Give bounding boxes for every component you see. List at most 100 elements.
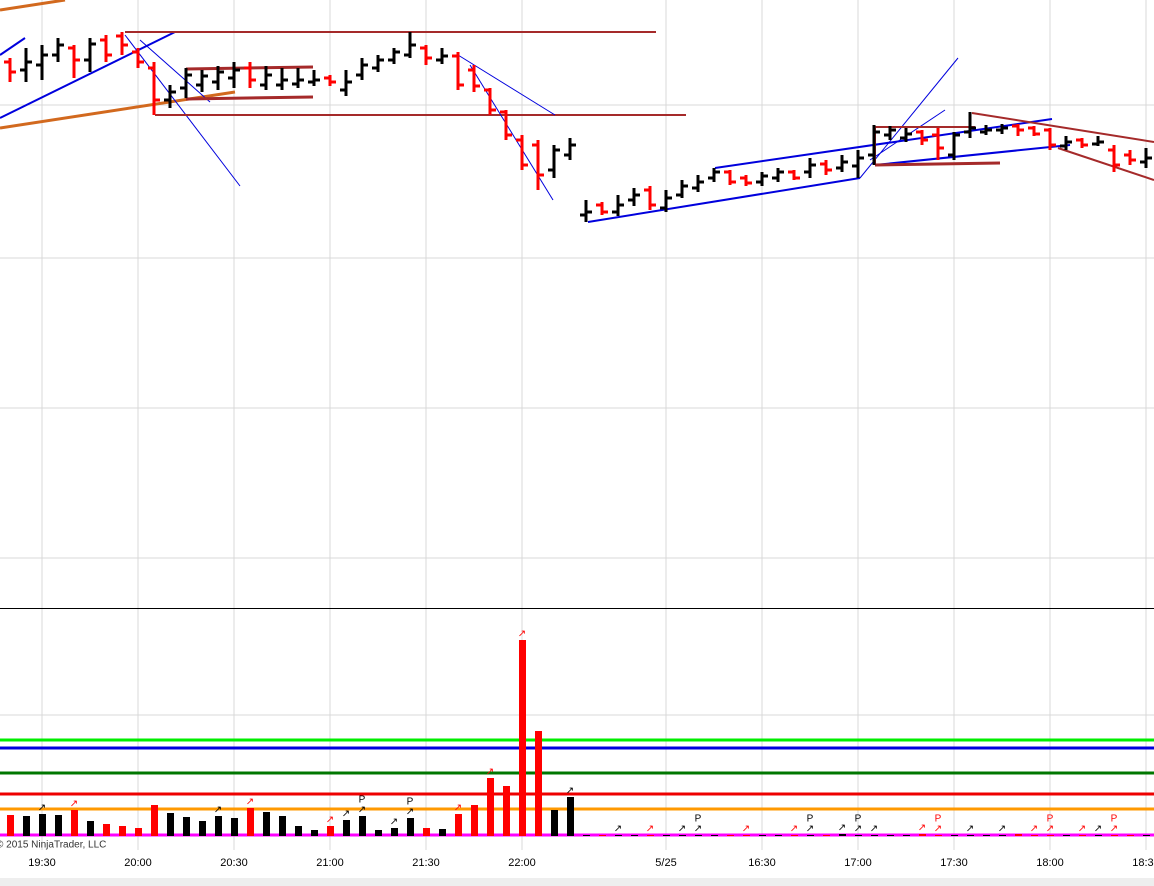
volume-bar bbox=[839, 834, 846, 836]
x-tick-label: 21:30 bbox=[412, 857, 440, 869]
volume-marker: ↗ bbox=[790, 824, 798, 835]
volume-marker: ↗ bbox=[454, 803, 462, 814]
trend-line bbox=[139, 39, 211, 103]
x-tick-label: 17:00 bbox=[844, 857, 872, 869]
volume-bar bbox=[519, 640, 526, 836]
volume-marker: ↗ bbox=[806, 824, 814, 835]
volume-bar bbox=[199, 821, 206, 836]
volume-bar bbox=[871, 835, 878, 836]
volume-marker: ↗ bbox=[326, 815, 334, 826]
scrollbar bbox=[0, 878, 1154, 886]
volume-bar bbox=[967, 835, 974, 836]
copyright: © 2015 NinjaTrader, LLC bbox=[0, 840, 106, 851]
x-tick-label: 18:30 bbox=[1132, 857, 1154, 869]
volume-bar bbox=[167, 813, 174, 836]
volume-bar bbox=[679, 835, 686, 836]
volume-marker: ↗ bbox=[742, 824, 750, 835]
volume-marker: ↗ bbox=[342, 809, 350, 820]
volume-bar bbox=[535, 731, 542, 836]
volume-marker: P bbox=[695, 814, 702, 825]
volume-bar bbox=[455, 814, 462, 836]
volume-marker: ↗ bbox=[1094, 824, 1102, 835]
volume-bar bbox=[391, 828, 398, 836]
trend-line bbox=[124, 34, 241, 187]
volume-bar bbox=[727, 835, 734, 836]
volume-bar bbox=[903, 835, 910, 836]
volume-bar bbox=[743, 835, 750, 836]
volume-marker: P bbox=[807, 814, 814, 825]
x-tick-label: 16:30 bbox=[748, 857, 776, 869]
trend-line bbox=[874, 144, 1071, 166]
volume-marker: P bbox=[359, 795, 366, 806]
volume-bar bbox=[615, 835, 622, 836]
trend-line bbox=[874, 161, 1001, 167]
trend-line bbox=[859, 57, 959, 179]
volume-marker: ↗ bbox=[854, 824, 862, 835]
volume-bar bbox=[503, 786, 510, 836]
volume-bar bbox=[855, 835, 862, 836]
volume-bar bbox=[1143, 835, 1150, 836]
volume-bar bbox=[487, 778, 494, 836]
volume-marker: ↗ bbox=[1046, 824, 1054, 835]
volume-marker: ↗ bbox=[870, 824, 878, 835]
volume-bar bbox=[1047, 835, 1054, 836]
x-tick-label: 20:00 bbox=[124, 857, 152, 869]
volume-bar bbox=[151, 805, 158, 836]
x-tick-label: 21:00 bbox=[316, 857, 344, 869]
x-tick-label: 5/25 bbox=[655, 857, 676, 869]
volume-bar bbox=[327, 826, 334, 836]
volume-marker: ↗ bbox=[70, 799, 78, 810]
volume-bar bbox=[1111, 835, 1118, 836]
volume-marker: ↗ bbox=[246, 797, 254, 808]
volume-marker: ↗ bbox=[678, 824, 686, 835]
x-tick-label: 18:00 bbox=[1036, 857, 1064, 869]
volume-bar bbox=[119, 826, 126, 836]
volume-marker: P bbox=[407, 797, 414, 808]
volume-bar bbox=[647, 835, 654, 836]
grid bbox=[0, 104, 1154, 716]
volume-bar bbox=[951, 835, 958, 836]
trend-line bbox=[0, 37, 26, 56]
volume-marker: ↗ bbox=[1030, 824, 1038, 835]
volume-marker: ↗ bbox=[1110, 824, 1118, 835]
volume-bar bbox=[359, 816, 366, 836]
volume-bar bbox=[551, 810, 558, 836]
volume-bar bbox=[103, 824, 110, 836]
trend-line bbox=[0, 31, 176, 119]
volume-bar bbox=[999, 835, 1006, 836]
volume-marker: ↗ bbox=[838, 823, 846, 834]
volume-bar bbox=[567, 797, 574, 836]
volume-bar bbox=[791, 835, 798, 836]
volume-bar bbox=[423, 828, 430, 836]
volume-marker: ↗ bbox=[966, 824, 974, 835]
trend-line bbox=[0, 0, 66, 12]
volume-bar bbox=[983, 835, 990, 836]
volume-marker: ↗ bbox=[646, 824, 654, 835]
volume-bar bbox=[695, 835, 702, 836]
vertical-grid bbox=[41, 0, 1147, 850]
x-tick-label: 20:30 bbox=[220, 857, 248, 869]
volume-bar bbox=[1079, 835, 1086, 836]
volume-bar bbox=[775, 835, 782, 836]
volume-bar bbox=[935, 835, 942, 836]
volume-bar bbox=[135, 828, 142, 836]
volume-bar bbox=[439, 829, 446, 836]
volume-bar bbox=[39, 814, 46, 836]
trend-line bbox=[1057, 147, 1154, 181]
volume-marker: ↗ bbox=[566, 786, 574, 797]
volume-bar bbox=[1127, 835, 1134, 836]
volume-bar bbox=[663, 835, 670, 836]
volume-bar bbox=[807, 835, 814, 836]
volume-bar bbox=[375, 830, 382, 836]
volume-bar bbox=[23, 816, 30, 836]
volume-marker: ↗ bbox=[918, 823, 926, 834]
volume-bar bbox=[1095, 835, 1102, 836]
x-tick-label: 22:00 bbox=[508, 857, 536, 869]
volume-bar bbox=[583, 835, 590, 836]
volume-bar bbox=[471, 805, 478, 836]
volume-bar bbox=[247, 808, 254, 836]
volume-bar bbox=[87, 821, 94, 836]
volume-bar bbox=[711, 835, 718, 836]
volume-marker: ↗ bbox=[38, 803, 46, 814]
